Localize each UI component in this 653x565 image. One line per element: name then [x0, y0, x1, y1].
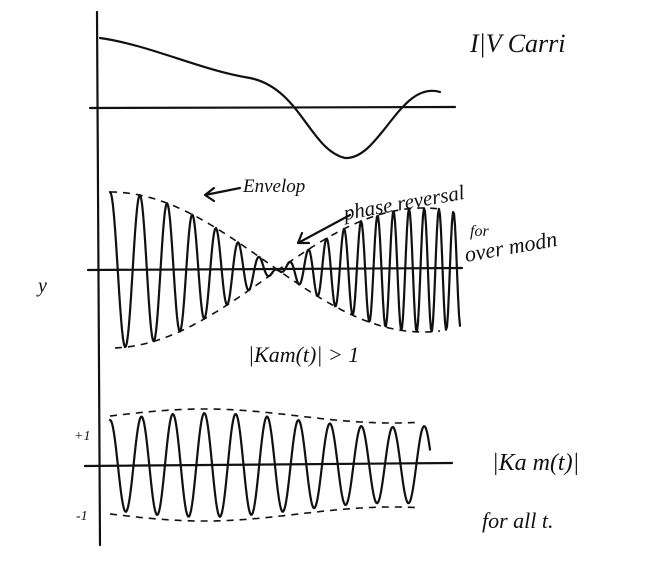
y-label: y: [36, 275, 47, 297]
plus-one: +1: [74, 429, 90, 444]
condition-over: |Kam(t)| > 1: [248, 342, 359, 367]
diagram: I|V Carri Envelop phase reversal for ove…: [0, 0, 653, 560]
top-axis: [90, 107, 455, 108]
envelope-label: Envelop: [242, 176, 305, 197]
phase-label: phase reversal: [340, 180, 467, 225]
title: I|V Carri: [469, 29, 566, 58]
envelope-arrow: [205, 188, 240, 201]
for-all-label: for all t.: [482, 508, 554, 533]
bottom-axis: [85, 463, 452, 466]
message-signal: [100, 38, 440, 158]
condition-under: |Ka m(t)|: [492, 450, 579, 476]
minus-one: -1: [76, 509, 88, 524]
